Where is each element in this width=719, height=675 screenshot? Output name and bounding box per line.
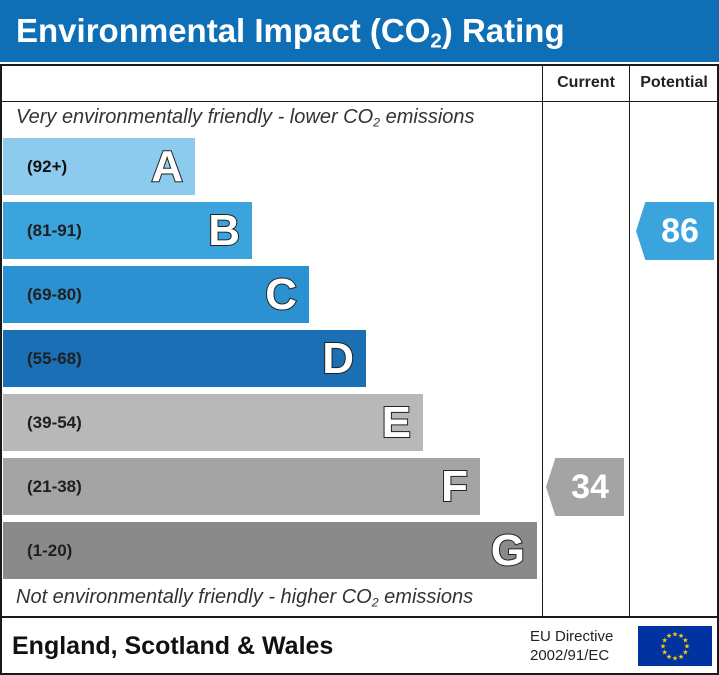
eu-flag-icon: ★ ★ ★ ★ ★ ★ ★ ★ ★ ★ ★ ★: [638, 626, 712, 666]
band-range-label: (81-91): [27, 221, 82, 240]
band-letter: E: [381, 397, 412, 448]
grid-bottom-border: [0, 673, 719, 675]
eu-star-icon: ★: [660, 643, 666, 651]
bottom-note: Not environmentally friendly - higher CO…: [16, 586, 474, 610]
potential-rating-arrow: 86: [636, 202, 714, 260]
band-g: (1-20) G: [3, 522, 537, 579]
eu-directive: EU Directive 2002/91/EC: [530, 627, 613, 665]
eu-star-icon: ★: [666, 653, 672, 661]
band-letter: A: [150, 141, 184, 192]
band-e: (39-54) E: [3, 394, 423, 451]
eu-star-icon: ★: [682, 637, 688, 645]
header-divider: [0, 101, 719, 102]
top-note: Very environmentally friendly - lower CO…: [16, 106, 475, 130]
eu-star-icon: ★: [666, 632, 672, 640]
potential-column-divider: [629, 64, 630, 617]
chart-title: Environmental Impact (CO2) Rating: [0, 0, 719, 62]
eu-directive-line1: EU Directive: [530, 628, 614, 645]
eu-directive-line2: 2002/91/EC: [530, 647, 610, 664]
band-d: (55-68) D: [3, 330, 366, 387]
eu-star-icon: ★: [682, 649, 688, 657]
band-letter: D: [321, 333, 355, 384]
band-letter: F: [440, 461, 469, 512]
band-letter: B: [207, 205, 241, 256]
band-a: (92+) A: [3, 138, 195, 195]
grid-right-border: [717, 64, 719, 675]
eu-star-icon: ★: [661, 649, 667, 657]
current-column-divider: [542, 64, 543, 617]
band-range-label: (21-38): [27, 477, 82, 496]
band-letter: C: [264, 269, 298, 320]
eu-star-icon: ★: [661, 637, 667, 645]
band-range-label: (39-54): [27, 413, 82, 432]
band-f: (21-38) F: [3, 458, 480, 515]
band-range-label: (92+): [27, 157, 68, 176]
grid-top-border: [0, 64, 719, 66]
eu-star-icon: ★: [678, 632, 684, 640]
footer-divider: [0, 616, 719, 618]
band-b: (81-91) B: [3, 202, 252, 259]
eu-star-icon: ★: [672, 631, 678, 639]
region-label: England, Scotland & Wales: [12, 632, 334, 660]
eu-star-icon: ★: [684, 643, 690, 651]
current-rating-arrow: 34: [546, 458, 624, 516]
band-range-label: (69-80): [27, 285, 82, 304]
rating-grid: Current Potential Very environmentally f…: [0, 64, 719, 675]
band-range-label: (1-20): [27, 541, 73, 560]
band-range-label: (55-68): [27, 349, 82, 368]
potential-header: Potential: [640, 74, 708, 91]
eu-star-icon: ★: [672, 655, 678, 663]
band-letter: G: [490, 525, 526, 576]
band-c: (69-80) C: [3, 266, 309, 323]
eu-star-icon: ★: [678, 653, 684, 661]
grid-left-border: [0, 64, 2, 675]
current-header: Current: [557, 74, 615, 91]
